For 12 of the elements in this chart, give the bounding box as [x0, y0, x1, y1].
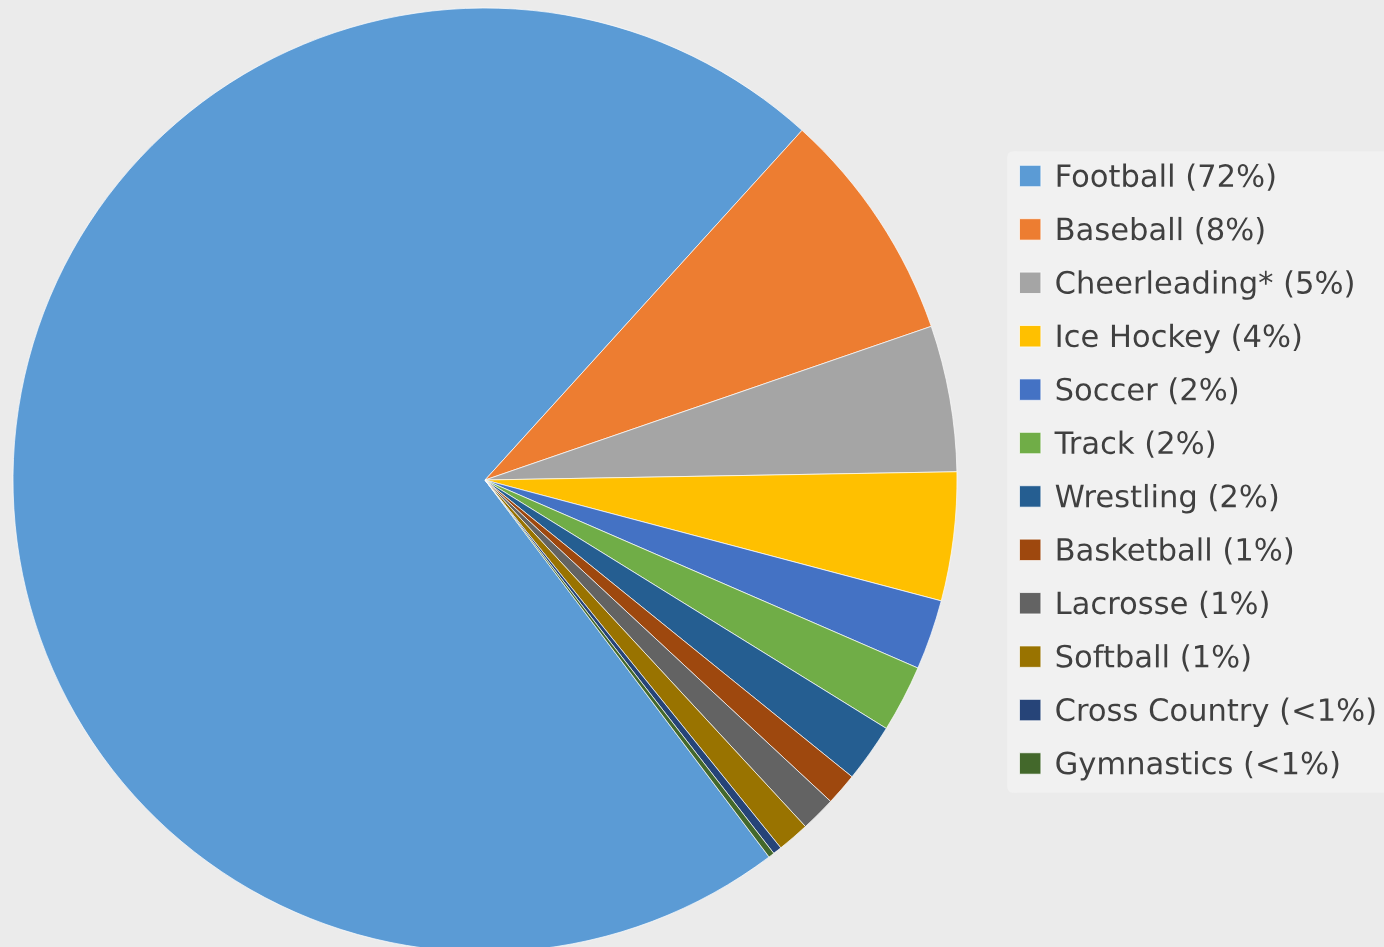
legend-label: Lacrosse (1%)	[1057, 590, 1268, 618]
legend-label: Soccer (2%)	[1056, 377, 1238, 405]
legend-label: Football (72%)	[1057, 163, 1275, 191]
legend-label: Wrestling (2%)	[1055, 483, 1278, 514]
legend-label: Baseball (8%)	[1057, 216, 1264, 245]
legend-label: Gymnastics (<1%)	[1056, 750, 1339, 781]
legend-label: Track (2%)	[1054, 430, 1214, 458]
legend-label: Basketball (1%)	[1057, 537, 1293, 565]
legend-label: Ice Hockey (4%)	[1057, 323, 1301, 354]
legend-label: Softball (1%)	[1056, 644, 1250, 672]
legend-label: Cheerleading* (5%)	[1056, 270, 1353, 300]
legend-label: Cross Country (<1%)	[1056, 697, 1375, 728]
